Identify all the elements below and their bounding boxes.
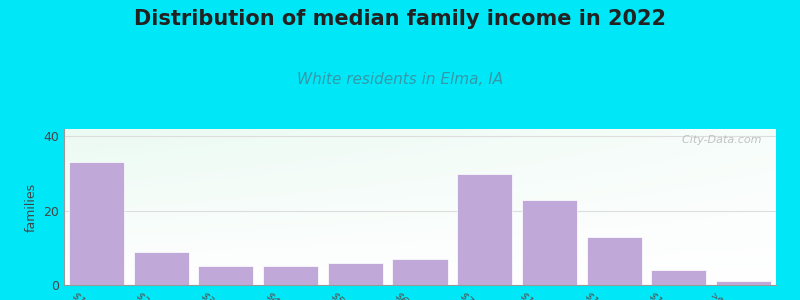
Bar (651, 270, 706, 285)
Bar (393, 259, 447, 285)
Text: Distribution of median family income in 2022: Distribution of median family income in … (134, 9, 666, 29)
Bar (134, 252, 189, 285)
Bar (586, 237, 642, 285)
Bar (198, 266, 254, 285)
Bar (522, 200, 577, 285)
Y-axis label: families: families (25, 182, 38, 232)
Bar (328, 263, 382, 285)
Text: City-Data.com: City-Data.com (675, 135, 762, 145)
Bar (716, 281, 771, 285)
Bar (263, 266, 318, 285)
Text: White residents in Elma, IA: White residents in Elma, IA (297, 72, 503, 87)
Bar (458, 174, 512, 285)
Bar (69, 162, 124, 285)
